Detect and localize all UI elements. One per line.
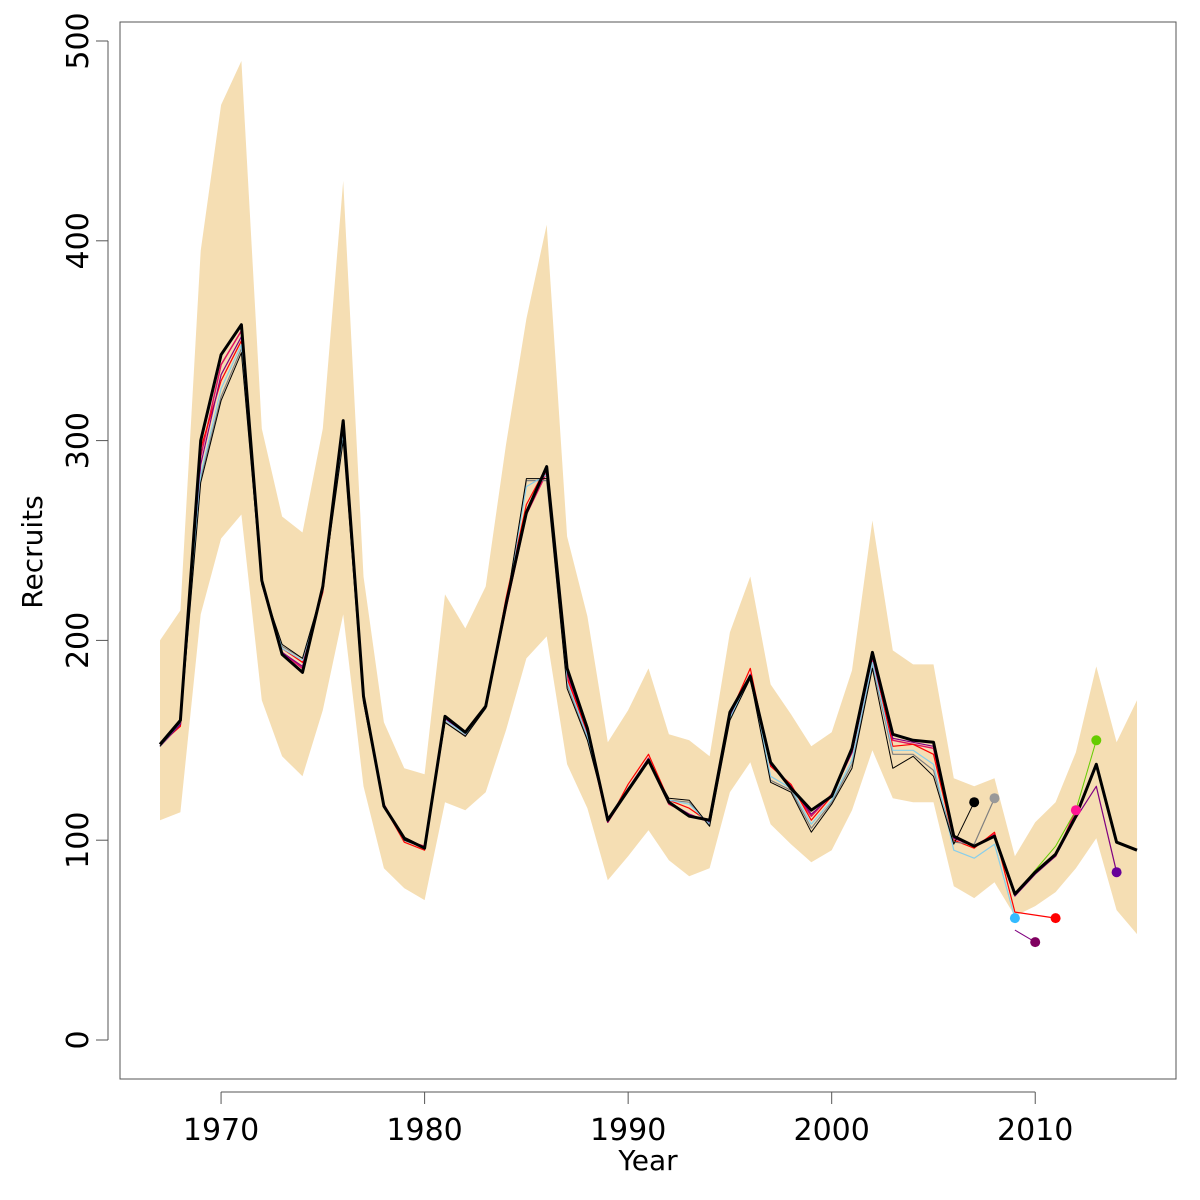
- x-tick-label-1990: 1990: [590, 1113, 666, 1148]
- endpoint-layer: [969, 735, 1122, 948]
- series-line-5: [159, 344, 1016, 919]
- y-tick-label-300: 300: [61, 412, 96, 469]
- endpoint-marker-2011: [1050, 913, 1061, 924]
- series-layer: [158, 323, 1138, 943]
- y-tick-label-100: 100: [61, 812, 96, 869]
- plot-frame: [119, 21, 1177, 1080]
- y-axis-title: Recruits: [16, 495, 49, 608]
- series-line-6: [159, 352, 975, 849]
- confidence-band-layer: [160, 61, 1137, 935]
- endpoint-marker-2014: [1111, 867, 1122, 878]
- y-tick-label-0: 0: [61, 1030, 96, 1049]
- series-line-0: [158, 323, 1138, 896]
- endpoint-marker-2008: [989, 793, 1000, 804]
- endpoint-marker-2007: [969, 797, 980, 808]
- x-tick-label-1980: 1980: [386, 1113, 462, 1148]
- x-axis-title: Year: [617, 1144, 678, 1177]
- endpoint-marker-2009: [1009, 913, 1020, 924]
- endpoint-marker-2013: [1091, 735, 1102, 746]
- endpoint-marker-2012: [1070, 805, 1081, 816]
- x-tick-label-2010: 2010: [997, 1113, 1073, 1148]
- y-tick-label-200: 200: [61, 612, 96, 669]
- confidence-band: [160, 61, 1137, 935]
- x-tick-label-2000: 2000: [794, 1113, 870, 1148]
- endpoint-marker-2010: [1030, 937, 1041, 948]
- x-tick-label-1970: 1970: [183, 1113, 259, 1148]
- y-tick-label-500: 500: [61, 12, 96, 69]
- y-axis: 0 100 200 300 400 500: [61, 12, 109, 1050]
- x-axis: 1970 1980 1990 2000 2010: [183, 1091, 1073, 1148]
- y-tick-label-400: 400: [61, 212, 96, 269]
